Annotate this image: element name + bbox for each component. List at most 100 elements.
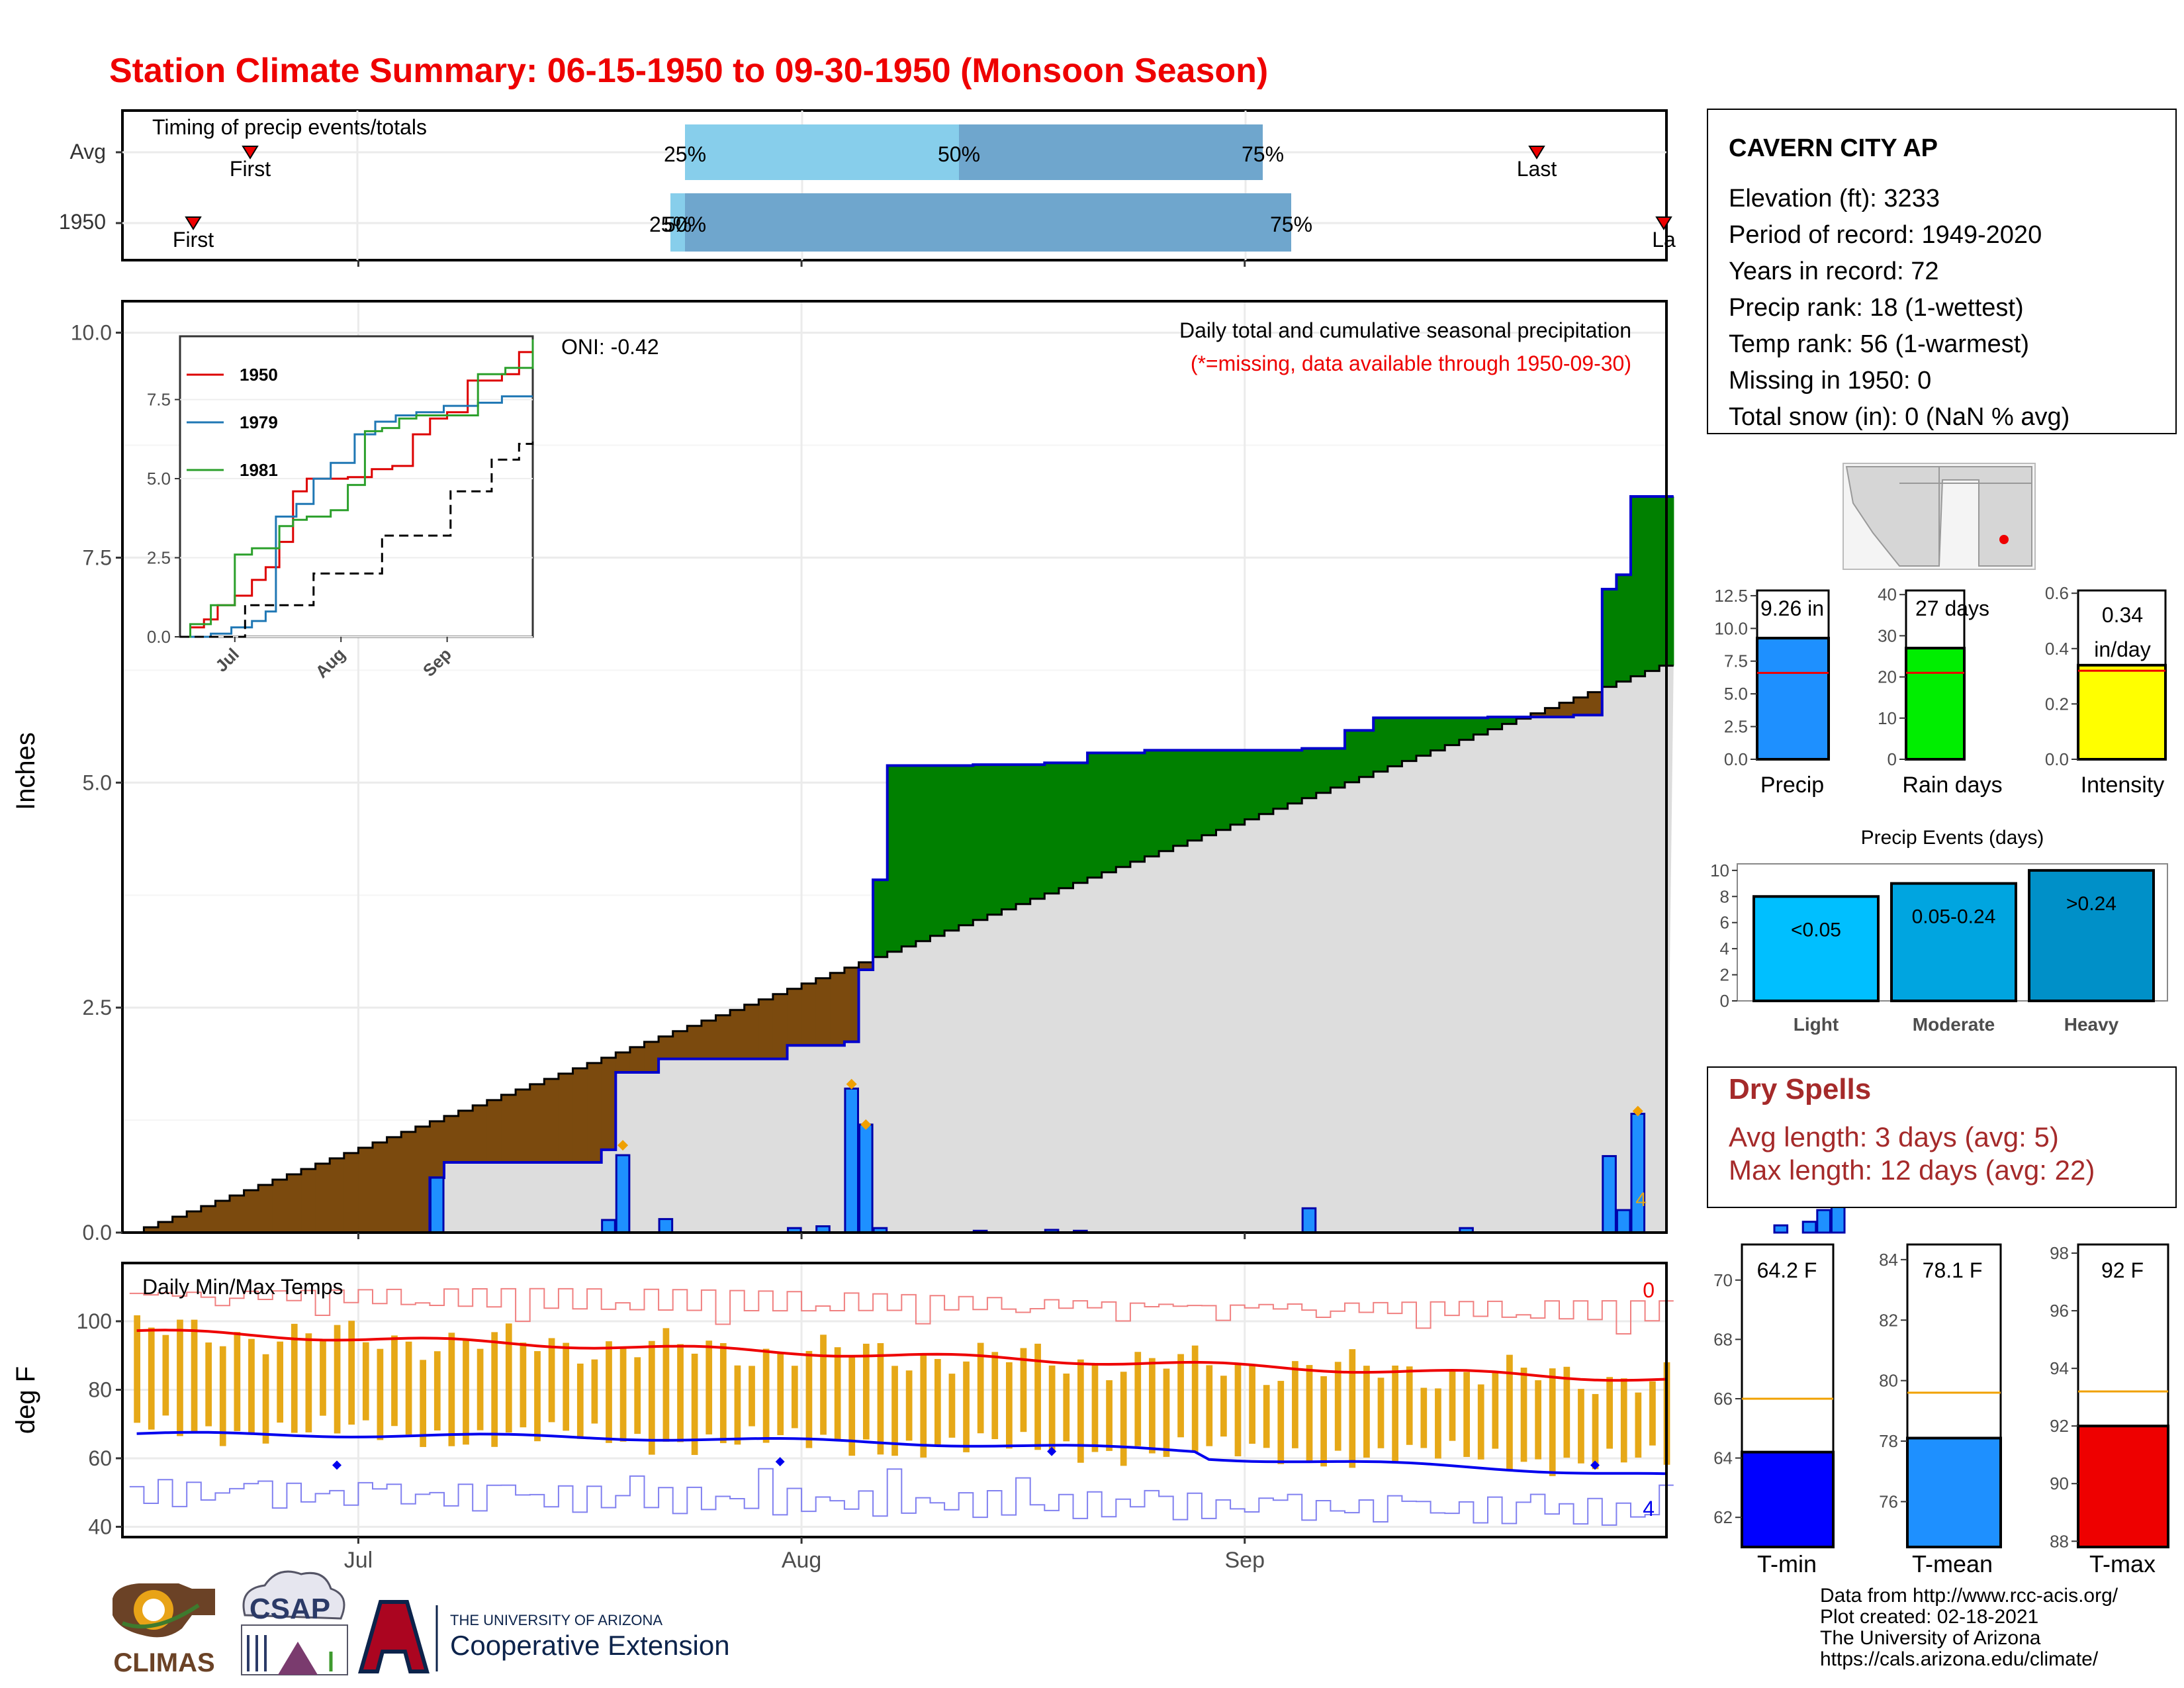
precip-departure-segment [1616,575,1631,682]
intensity-summary-label: Intensity [2081,773,2165,798]
event-bar-heavy [2028,868,2155,1003]
precip-departure-segment [1001,765,1017,910]
tmean-summary-label: T-mean [1912,1550,1993,1577]
precip-ylabel: Inches [11,732,40,810]
precip-departure-segment [1259,750,1274,814]
precip-departure-segment [772,994,788,1059]
timing-avg-25-50-bar [685,124,959,180]
precip-departure-segment [1588,692,1603,716]
daily-temp-range-bar [848,1357,856,1456]
daily-temp-range-bar [1549,1368,1556,1476]
timing-avg-75-label: 75% [1242,142,1284,166]
daily-temp-range-bar [1034,1343,1041,1450]
station-snow: Total snow (in): 0 (NaN % avg) [1729,403,2070,431]
daily-temp-range-bar [1149,1358,1156,1454]
precip-departure-segment [1187,750,1203,841]
precip-departure-segment [901,765,917,947]
precip-departure-segment [1459,718,1474,740]
precip-departure-segment [615,1052,631,1073]
record-low-marker [1047,1446,1057,1456]
precip-departure-segment [1016,765,1031,904]
precip-summary-ytick-label: 7.5 [1724,651,1748,671]
precip-departure-segment [158,1221,173,1233]
daily-temp-range-bar [234,1332,241,1431]
station-name: CAVERN CITY AP [1729,134,1938,162]
precip-ytick-label: 7.5 [83,545,112,569]
precip-departure-segment [1173,750,1188,846]
precip-departure-segment [987,765,1003,915]
inset-series-1979 [180,395,533,638]
precip-departure-segment [1030,765,1045,899]
station-elevation: Elevation (ft): 3233 [1729,185,1940,212]
daily-temp-range-bar [505,1323,512,1433]
daily-temp-range-bar [719,1343,727,1444]
daily-precip-bar [1301,1207,1317,1234]
precip-departure-segment [1344,730,1360,782]
precip-summary-ytick-label: 5.0 [1724,684,1748,704]
tmean-summary-ytick-label: 76 [1879,1491,1898,1511]
precip-departure-segment [601,1057,616,1150]
daily-temp-range-bar [591,1359,598,1424]
daily-temp-range-bar [348,1321,355,1425]
precip-summary-value: 9.26 in [1760,596,1824,620]
inset-frame [179,335,534,638]
precip-ytick-label: 2.5 [83,996,112,1019]
ua-logo: THE UNIVERSITY OF ARIZONA Cooperative Ex… [358,1600,730,1673]
daily-temp-range-bar [1277,1381,1285,1464]
daily-temp-range-bar [291,1323,298,1433]
daily-temp-range-bar [1606,1377,1613,1449]
inset-series-1981 [180,339,534,638]
events-title: Precip Events (days) [1861,827,2044,849]
timing-1950-first-label: First [173,228,214,252]
precip-departure-segment [1445,718,1460,745]
precip-departure-segment [873,880,888,957]
daily-temp-range-bar [391,1335,398,1427]
precip-departure-segment [1087,753,1103,878]
daily-temp-range-bar [805,1350,813,1448]
ua-extension-text: Cooperative Extension [450,1630,730,1661]
precip-departure-segment [1530,713,1545,718]
normal-cumulative-line [129,665,1674,1234]
intensity-summary-ytick-label: 0.2 [2045,694,2069,714]
events-ytick-label: 8 [1720,886,1729,906]
precip-panel-frame [121,300,1668,1234]
tmean-summary-value: 78.1 F [1923,1258,1983,1282]
precip-departure-segment [787,988,802,1046]
precip-departure-segment [644,1041,659,1073]
precip-departure-segment [1287,750,1302,804]
timing-1950-75-label: 75% [1270,212,1312,236]
precip-departure-segment [330,1158,345,1233]
daily-temp-range-bar [777,1353,784,1436]
precip-departure-segment [973,765,988,920]
precip-departure-segment [744,1004,759,1059]
daily-temp-range-bar [1306,1365,1313,1463]
precip-departure-segment [315,1163,330,1233]
daily-temp-range-bar [1449,1370,1456,1441]
inset-xtick-label: Jul [211,644,243,676]
events-ytick-label: 4 [1720,939,1729,959]
daily-temp-range-bar [877,1343,884,1455]
event-category-label: Light [1794,1014,1839,1035]
inset-xtick-label: Aug [312,644,349,682]
daily-temp-range-bar [1635,1392,1642,1458]
precip-departure-segment [730,1009,745,1059]
precip-departure-segment [844,967,860,1042]
daily-temp-range-bar [1063,1373,1070,1442]
daily-temp-range-bar [606,1341,612,1443]
daily-precip-bar [601,1219,616,1234]
precip-departure-segment [572,1068,588,1162]
inset-ytick-label: 5.0 [147,469,171,489]
timing-avg-50-75-bar [959,124,1263,180]
precip-departure-segment [486,1100,502,1162]
daily-temp-range-bar [1578,1389,1584,1464]
daily-temp-range-bar [320,1341,326,1416]
precip-departure-segment [715,1015,731,1059]
timing-1950-50-label: 50% [664,212,706,236]
temp-ytick-label: 80 [88,1378,112,1401]
precip-departure-segment [930,765,945,936]
daily-temp-range-bar [1020,1348,1027,1432]
month-xtick-label: Jul [344,1548,373,1573]
daily-temp-range-bar [1435,1388,1441,1459]
precip-departure-segment [201,1205,216,1233]
daily-temp-range-bar [1077,1359,1084,1463]
